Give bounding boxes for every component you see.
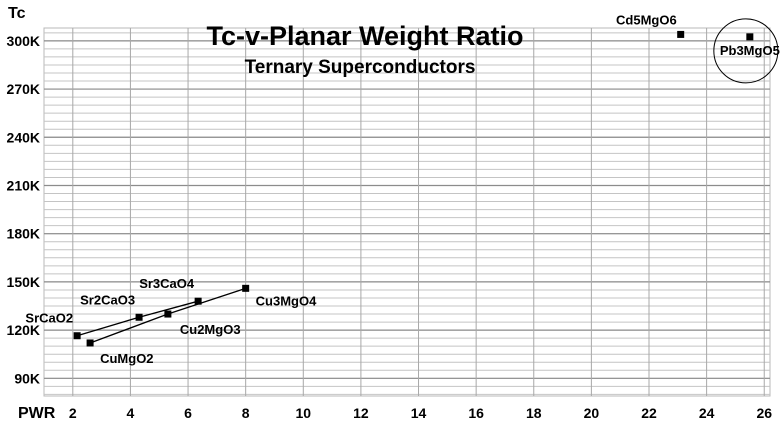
y-tick-label: 180K xyxy=(7,226,40,242)
x-axis-label: PWR xyxy=(18,405,56,422)
point-label: Cu2MgO3 xyxy=(180,322,241,337)
data-point xyxy=(164,310,172,318)
x-tick-label: 2 xyxy=(69,405,77,421)
data-point xyxy=(73,332,81,340)
y-axis-label: Tc xyxy=(8,5,26,22)
point-label: Cd5MgO6 xyxy=(616,12,677,27)
series: SrCaO2 Sr2CaO3 Sr3CaO4 CuMgO2 Cu2MgO3 Cu3MgO4… xyxy=(25,12,779,366)
y-tick-label: 90K xyxy=(14,370,40,386)
point-label: Sr3CaO4 xyxy=(139,276,195,291)
x-tick-label: 12 xyxy=(353,405,369,421)
point-label: SrCaO2 xyxy=(25,311,73,326)
highlight-circle xyxy=(713,18,779,84)
x-tick-label: 10 xyxy=(295,405,311,421)
x-tick-label: 6 xyxy=(184,405,192,421)
x-tick-label: 8 xyxy=(242,405,250,421)
x-tick-label: 22 xyxy=(641,405,657,421)
plot-area xyxy=(43,27,771,397)
y-tick-label: 150K xyxy=(7,274,40,290)
data-point xyxy=(86,339,94,347)
x-tick-label: 26 xyxy=(756,405,772,421)
y-tick-label: 300K xyxy=(7,33,40,49)
chart-title: Tc-v-Planar Weight Ratio xyxy=(206,21,523,51)
x-tick-label: 14 xyxy=(411,405,427,421)
point-label: Pb3MgO5 xyxy=(720,43,780,58)
point-label: Cu3MgO4 xyxy=(256,293,317,308)
point-label: Sr2CaO3 xyxy=(80,292,135,307)
x-tick-label: 18 xyxy=(526,405,542,421)
x-tick-label: 20 xyxy=(584,405,600,421)
data-point xyxy=(746,33,754,41)
y-tick-label: 270K xyxy=(7,81,40,97)
y-tick-label: 120K xyxy=(7,322,40,338)
data-point xyxy=(135,313,143,321)
grid xyxy=(43,27,771,397)
x-tick-label: 16 xyxy=(468,405,484,421)
x-tick-label: 4 xyxy=(127,405,135,421)
point-label: CuMgO2 xyxy=(100,351,153,366)
x-tick-label: 24 xyxy=(699,405,715,421)
data-point xyxy=(677,30,685,38)
data-point xyxy=(194,297,202,305)
y-tick-label: 240K xyxy=(7,129,40,145)
data-point xyxy=(242,284,250,292)
chart-subtitle: Ternary Superconductors xyxy=(245,57,476,78)
y-tick-label: 210K xyxy=(7,177,40,193)
